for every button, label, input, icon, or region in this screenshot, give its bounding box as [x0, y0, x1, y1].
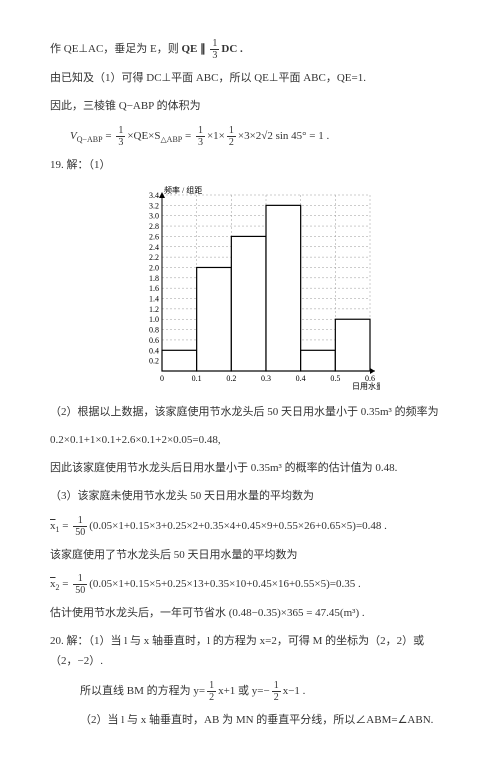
svg-text:1.2: 1.2 [149, 305, 159, 314]
svg-text:日用水量/m³: 日用水量/m³ [352, 381, 380, 391]
svg-text:0: 0 [160, 374, 164, 383]
formula: VQ−ABP = 13×QE×S△ABP = 13×1×12×3×2√2 sin… [70, 125, 450, 148]
svg-text:1.4: 1.4 [149, 295, 159, 304]
line: （2）根据以上数据，该家庭使用节水龙头后 50 天日用水量小于 0.35m³ 的… [50, 403, 450, 423]
svg-text:0.4: 0.4 [149, 347, 159, 356]
svg-text:3.4: 3.4 [149, 191, 159, 200]
q20-label: 20. 解：（1）当 l 与 x 轴垂直时，l 的方程为 x=2，可得 M 的坐… [50, 632, 450, 672]
line: 因此，三棱锥 Q−ABP 的体积为 [50, 97, 450, 117]
svg-text:0.1: 0.1 [192, 374, 202, 383]
svg-text:0.4: 0.4 [296, 374, 306, 383]
line: 估计使用节水龙头后，一年可节省水 (0.48−0.35)×365 = 47.45… [50, 604, 450, 624]
svg-text:2.6: 2.6 [149, 233, 159, 242]
line: 该家庭使用了节水龙头后 50 天日用水量的平均数为 [50, 546, 450, 566]
svg-text:1.8: 1.8 [149, 274, 159, 283]
svg-text:3.0: 3.0 [149, 212, 159, 221]
svg-text:频率 / 组距: 频率 / 组距 [164, 185, 202, 195]
svg-text:0.6: 0.6 [149, 336, 159, 345]
svg-text:0.8: 0.8 [149, 326, 159, 335]
svg-text:0.5: 0.5 [330, 374, 340, 383]
line: （2）当 l 与 x 轴垂直时，AB 为 MN 的垂直平分线，所以∠ABM=∠A… [80, 711, 450, 731]
svg-text:1.0: 1.0 [149, 316, 159, 325]
histogram-chart: 0.20.40.60.81.01.21.41.61.82.02.22.42.62… [120, 183, 380, 393]
formula: x1 = 150(0.05×1+0.15×3+0.25×2+0.35×4+0.4… [50, 515, 450, 538]
line: 作 QE⊥AC，垂足为 E，则 QE ∥ 13DC . [50, 38, 450, 61]
formula: 所以直线 BM 的方程为 y=12x+1 或 y=−12x−1 . [80, 680, 450, 703]
line: 由已知及（1）可得 DC⊥平面 ABC，所以 QE⊥平面 ABC，QE=1. [50, 69, 450, 89]
svg-text:3.2: 3.2 [149, 202, 159, 211]
svg-text:2.0: 2.0 [149, 264, 159, 273]
svg-text:0.2: 0.2 [149, 357, 159, 366]
q19-label: 19. 解：（1） [50, 156, 450, 176]
svg-text:2.2: 2.2 [149, 254, 159, 263]
svg-text:1.6: 1.6 [149, 285, 159, 294]
svg-text:2.4: 2.4 [149, 243, 159, 252]
svg-text:0.3: 0.3 [261, 374, 271, 383]
line: 因此该家庭使用节水龙头后日用水量小于 0.35m³ 的概率的估计值为 0.48. [50, 459, 450, 479]
line: （3）该家庭未使用节水龙头 50 天日用水量的平均数为 [50, 487, 450, 507]
svg-text:2.8: 2.8 [149, 222, 159, 231]
formula: x2 = 150(0.05×1+0.15×5+0.25×13+0.35×10+0… [50, 573, 450, 596]
line: 0.2×0.1+1×0.1+2.6×0.1+2×0.05=0.48, [50, 431, 450, 451]
svg-text:0.2: 0.2 [226, 374, 236, 383]
